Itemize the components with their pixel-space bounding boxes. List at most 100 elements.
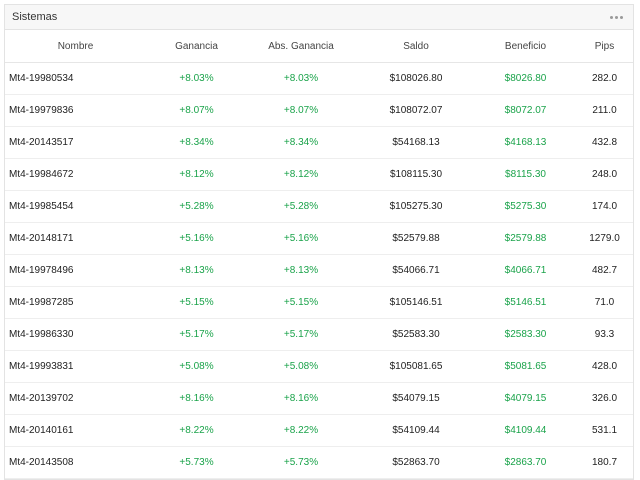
saldo-value: $52863.70 xyxy=(355,446,477,479)
column-header-abs-ganancia[interactable]: Abs. Ganancia xyxy=(247,30,355,63)
abs-ganancia-value: +5.08% xyxy=(247,350,355,383)
abs-ganancia-value: +5.73% xyxy=(247,446,355,479)
system-name[interactable]: Mt4-19984672 xyxy=(5,158,146,191)
pips-value: 1279.0 xyxy=(574,222,633,255)
beneficio-value: $4109.44 xyxy=(477,414,574,447)
system-name[interactable]: Mt4-20139702 xyxy=(5,382,146,415)
pips-value: 248.0 xyxy=(574,158,633,191)
pips-value: 174.0 xyxy=(574,190,633,223)
pips-value: 180.7 xyxy=(574,446,633,479)
column-header-saldo[interactable]: Saldo xyxy=(355,30,477,63)
table-row[interactable]: Mt4-19978496 +8.13% +8.13% $54066.71 $4066.7… xyxy=(5,254,633,287)
ganancia-value: +8.16% xyxy=(146,382,247,415)
column-header-ganancia[interactable]: Ganancia xyxy=(146,30,247,63)
panel-header: Sistemas xyxy=(5,5,633,30)
system-name[interactable]: Mt4-19978496 xyxy=(5,254,146,287)
abs-ganancia-value: +5.15% xyxy=(247,286,355,319)
ganancia-value: +8.12% xyxy=(146,158,247,191)
system-name[interactable]: Mt4-19980534 xyxy=(5,62,146,95)
pips-value: 432.8 xyxy=(574,126,633,159)
system-name[interactable]: Mt4-20143517 xyxy=(5,126,146,159)
abs-ganancia-value: +8.34% xyxy=(247,126,355,159)
abs-ganancia-value: +5.28% xyxy=(247,190,355,223)
abs-ganancia-value: +8.12% xyxy=(247,158,355,191)
ganancia-value: +5.28% xyxy=(146,190,247,223)
pips-value: 326.0 xyxy=(574,382,633,415)
pips-value: 282.0 xyxy=(574,62,633,95)
table-row[interactable]: Mt4-20140161 +8.22% +8.22% $54109.44 $4109.4… xyxy=(5,414,633,447)
beneficio-value: $4168.13 xyxy=(477,126,574,159)
ganancia-value: +8.22% xyxy=(146,414,247,447)
abs-ganancia-value: +8.07% xyxy=(247,94,355,127)
system-name[interactable]: Mt4-20143508 xyxy=(5,446,146,479)
ganancia-value: +5.08% xyxy=(146,350,247,383)
pips-value: 531.1 xyxy=(574,414,633,447)
column-header-beneficio[interactable]: Beneficio xyxy=(477,30,574,63)
beneficio-value: $2579.88 xyxy=(477,222,574,255)
saldo-value: $108026.80 xyxy=(355,62,477,95)
table-row[interactable]: Mt4-20143508 +5.73% +5.73% $52863.70 $2863.7… xyxy=(5,446,633,479)
pips-value: 71.0 xyxy=(574,286,633,319)
table-row[interactable]: Mt4-19986330 +5.17% +5.17% $52583.30 $2583.3… xyxy=(5,318,633,351)
ganancia-value: +8.03% xyxy=(146,62,247,95)
abs-ganancia-value: +8.03% xyxy=(247,62,355,95)
system-name[interactable]: Mt4-19987285 xyxy=(5,286,146,319)
saldo-value: $105146.51 xyxy=(355,286,477,319)
system-name[interactable]: Mt4-20148171 xyxy=(5,222,146,255)
abs-ganancia-value: +8.13% xyxy=(247,254,355,287)
system-name[interactable]: Mt4-19986330 xyxy=(5,318,146,351)
beneficio-value: $2863.70 xyxy=(477,446,574,479)
system-name[interactable]: Mt4-19993831 xyxy=(5,350,146,383)
table-row[interactable]: Mt4-19980534 +8.03% +8.03% $108026.80 $8026.… xyxy=(5,62,633,95)
beneficio-value: $8072.07 xyxy=(477,94,574,127)
system-name[interactable]: Mt4-19979836 xyxy=(5,94,146,127)
table-row[interactable]: Mt4-20143517 +8.34% +8.34% $54168.13 $4168.1… xyxy=(5,126,633,159)
saldo-value: $52579.88 xyxy=(355,222,477,255)
saldo-value: $54109.44 xyxy=(355,414,477,447)
pips-value: 211.0 xyxy=(574,94,633,127)
table-row[interactable]: Mt4-19987285 +5.15% +5.15% $105146.51 $5146.… xyxy=(5,286,633,319)
panel-title: Sistemas xyxy=(12,11,58,23)
ganancia-value: +8.07% xyxy=(146,94,247,127)
ganancia-value: +8.34% xyxy=(146,126,247,159)
column-header-pips[interactable]: Pips xyxy=(574,30,633,63)
table-row[interactable]: Mt4-19979836 +8.07% +8.07% $108072.07 $8072.… xyxy=(5,94,633,127)
saldo-value: $54079.15 xyxy=(355,382,477,415)
beneficio-value: $4079.15 xyxy=(477,382,574,415)
pips-value: 428.0 xyxy=(574,350,633,383)
system-name[interactable]: Mt4-19985454 xyxy=(5,190,146,223)
pips-value: 93.3 xyxy=(574,318,633,351)
saldo-value: $54168.13 xyxy=(355,126,477,159)
table-body: Mt4-19980534 +8.03% +8.03% $108026.80 $8026.… xyxy=(5,62,633,479)
beneficio-value: $8026.80 xyxy=(477,62,574,95)
ganancia-value: +5.73% xyxy=(146,446,247,479)
ganancia-value: +5.17% xyxy=(146,318,247,351)
abs-ganancia-value: +5.17% xyxy=(247,318,355,351)
beneficio-value: $8115.30 xyxy=(477,158,574,191)
saldo-value: $108072.07 xyxy=(355,94,477,127)
beneficio-value: $5081.65 xyxy=(477,350,574,383)
abs-ganancia-value: +8.22% xyxy=(247,414,355,447)
column-header-nombre[interactable]: Nombre xyxy=(5,30,146,63)
system-name[interactable]: Mt4-20140161 xyxy=(5,414,146,447)
table-row[interactable]: Mt4-19993831 +5.08% +5.08% $105081.65 $5081.… xyxy=(5,350,633,383)
table-row[interactable]: Mt4-20139702 +8.16% +8.16% $54079.15 $4079.1… xyxy=(5,382,633,415)
abs-ganancia-value: +8.16% xyxy=(247,382,355,415)
beneficio-value: $4066.71 xyxy=(477,254,574,287)
saldo-value: $52583.30 xyxy=(355,318,477,351)
beneficio-value: $5275.30 xyxy=(477,190,574,223)
abs-ganancia-value: +5.16% xyxy=(247,222,355,255)
saldo-value: $108115.30 xyxy=(355,158,477,191)
table-header-row: Nombre Ganancia Abs. Ganancia Saldo Bene… xyxy=(5,30,633,63)
saldo-value: $105081.65 xyxy=(355,350,477,383)
sistemas-panel: Sistemas Nombre Ganancia Abs. Ganancia S… xyxy=(4,4,634,480)
beneficio-value: $5146.51 xyxy=(477,286,574,319)
more-horizontal-icon[interactable] xyxy=(608,12,625,23)
table-row[interactable]: Mt4-19984672 +8.12% +8.12% $108115.30 $8115.… xyxy=(5,158,633,191)
beneficio-value: $2583.30 xyxy=(477,318,574,351)
saldo-value: $105275.30 xyxy=(355,190,477,223)
table-row[interactable]: Mt4-20148171 +5.16% +5.16% $52579.88 $2579.8… xyxy=(5,222,633,255)
ganancia-value: +8.13% xyxy=(146,254,247,287)
ganancia-value: +5.15% xyxy=(146,286,247,319)
table-row[interactable]: Mt4-19985454 +5.28% +5.28% $105275.30 $5275.… xyxy=(5,190,633,223)
